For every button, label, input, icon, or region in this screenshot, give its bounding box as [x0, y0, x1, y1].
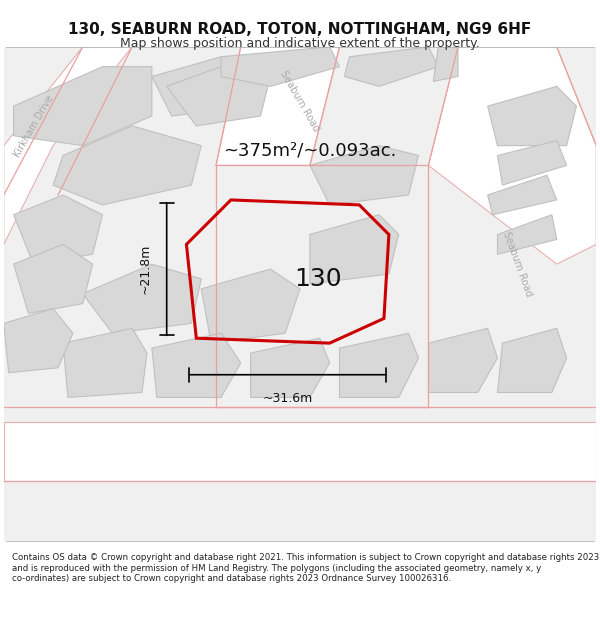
Text: ~31.6m: ~31.6m	[263, 392, 313, 406]
Polygon shape	[14, 67, 152, 146]
Polygon shape	[428, 328, 497, 392]
Text: 130: 130	[294, 267, 341, 291]
Polygon shape	[310, 215, 399, 284]
Polygon shape	[497, 215, 557, 254]
Polygon shape	[53, 126, 201, 205]
Polygon shape	[221, 47, 340, 86]
Polygon shape	[428, 47, 596, 264]
Polygon shape	[4, 309, 73, 372]
Text: ~21.8m: ~21.8m	[139, 244, 152, 294]
Text: Map shows position and indicative extent of the property.: Map shows position and indicative extent…	[120, 38, 480, 51]
Text: 130, SEABURN ROAD, TOTON, NOTTINGHAM, NG9 6HF: 130, SEABURN ROAD, TOTON, NOTTINGHAM, NG…	[68, 22, 532, 37]
Text: Contains OS data © Crown copyright and database right 2021. This information is : Contains OS data © Crown copyright and d…	[12, 553, 599, 583]
Text: Seaburn Road: Seaburn Road	[278, 69, 322, 133]
Polygon shape	[497, 328, 566, 392]
Polygon shape	[488, 86, 577, 146]
Polygon shape	[63, 328, 147, 398]
Polygon shape	[152, 57, 260, 116]
Polygon shape	[488, 175, 557, 215]
Polygon shape	[201, 269, 300, 343]
Polygon shape	[14, 244, 92, 314]
Polygon shape	[14, 195, 103, 264]
Polygon shape	[497, 141, 566, 185]
Polygon shape	[251, 338, 329, 398]
Text: Seaburn Road: Seaburn Road	[501, 230, 533, 298]
Text: ~375m²/~0.093ac.: ~375m²/~0.093ac.	[223, 141, 397, 159]
Polygon shape	[433, 47, 458, 81]
Polygon shape	[310, 146, 419, 205]
Polygon shape	[83, 264, 201, 333]
Polygon shape	[340, 333, 419, 398]
Polygon shape	[344, 47, 438, 86]
Polygon shape	[4, 47, 132, 244]
Text: Kirkham Drive: Kirkham Drive	[11, 93, 55, 159]
Polygon shape	[152, 333, 241, 398]
Polygon shape	[167, 67, 271, 126]
Polygon shape	[216, 47, 340, 166]
Polygon shape	[4, 422, 596, 481]
